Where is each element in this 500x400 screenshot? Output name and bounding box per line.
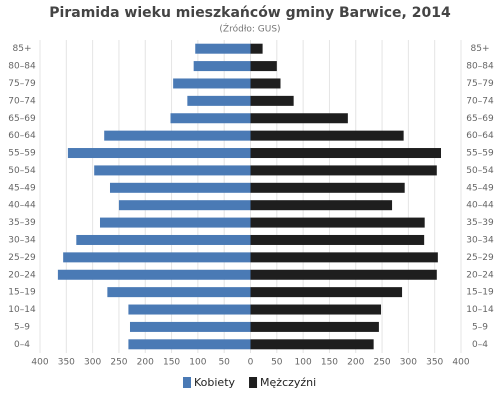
bar [118,200,251,211]
y-tick-label: 10–14 [466,305,494,315]
y-tick-label: 85+ [471,44,490,54]
y-tick-label: 40–44 [466,201,494,211]
bar [250,95,294,106]
bar [250,217,425,228]
bar [250,304,382,315]
y-tick-label: 20–24 [8,270,36,280]
legend-label: Mężczyźni [260,376,316,389]
bar [195,43,251,54]
y-tick-label: 75–79 [8,79,36,89]
x-tick-label: 200 [347,358,364,368]
y-tick-label: 50–54 [466,166,494,176]
y-tick-label: 25–29 [466,253,494,263]
y-tick-label: 60–64 [8,131,36,141]
y-tick-label: 45–49 [8,183,36,193]
bar [250,234,425,245]
bar [57,269,251,280]
y-tick-label: 5–9 [472,322,488,332]
y-tick-label: 40–44 [8,201,36,211]
x-tick-label: 350 [58,358,75,368]
y-tick-label: 80–84 [466,62,494,72]
y-tick-label: 75–79 [466,79,494,89]
y-tick-label: 50–54 [8,166,36,176]
bar [187,95,251,106]
bar [250,321,379,332]
x-tick-label: 350 [426,358,443,368]
bar [250,78,281,89]
bar [107,287,251,298]
y-tick-label: 0–4 [14,340,30,350]
bar [193,61,251,72]
bar [128,339,251,350]
y-tick-label: 55–59 [8,149,36,159]
bar [99,217,251,228]
bar [67,148,251,159]
chart-title: Piramida wieku mieszkańców gminy Barwice… [49,5,451,21]
y-tick-label: 30–34 [8,235,36,245]
bar [250,165,437,176]
y-tick-label: 35–39 [466,218,494,228]
bar [250,43,263,54]
x-tick-label: 250 [373,358,390,368]
x-tick-label: 150 [321,358,338,368]
legend-label: Kobiety [194,376,236,389]
bar [170,113,251,124]
y-tick-label: 15–19 [8,288,36,298]
y-tick-label: 15–19 [466,288,494,298]
bar [250,182,405,193]
y-tick-label: 60–64 [466,131,494,141]
y-tick-label: 5–9 [14,322,30,332]
bar [250,130,404,141]
legend-swatch [183,377,191,388]
bar [128,304,251,315]
y-tick-label: 55–59 [466,149,494,159]
bar [250,287,403,298]
y-tick-label: 20–24 [466,270,494,280]
bar [76,234,251,245]
x-tick-label: 100 [189,358,206,368]
bar [173,78,251,89]
y-tick-label: 0–4 [472,340,488,350]
x-tick-label: 200 [137,358,154,368]
bar [250,200,393,211]
y-tick-label: 65–69 [8,114,36,124]
bar [109,182,251,193]
y-tick-label: 70–74 [8,96,36,106]
y-tick-label: 85+ [13,44,32,54]
y-tick-label: 80–84 [8,62,36,72]
y-tick-label: 30–34 [466,235,494,245]
bar [129,321,251,332]
x-tick-label: 50 [218,358,230,368]
x-tick-label: 400 [452,358,469,368]
bar [250,252,438,263]
bar [250,269,437,280]
y-tick-label: 45–49 [466,183,494,193]
x-tick-label: 300 [84,358,101,368]
x-tick-label: 100 [295,358,312,368]
bar [250,113,348,124]
x-tick-label: 400 [31,358,48,368]
x-tick-label: 300 [400,358,417,368]
bar [250,339,374,350]
y-tick-label: 65–69 [466,114,494,124]
bar [250,148,442,159]
y-tick-label: 70–74 [466,96,494,106]
x-tick-label: 150 [163,358,180,368]
bar [250,61,277,72]
bar [104,130,251,141]
y-tick-label: 25–29 [8,253,36,263]
legend-swatch [249,377,258,388]
x-tick-label: 250 [110,358,127,368]
bar [63,252,251,263]
bar [94,165,251,176]
x-tick-label: 50 [271,358,283,368]
chart-subtitle: (Źródło: GUS) [219,23,280,35]
x-tick-label: 0 [248,358,254,368]
y-tick-label: 10–14 [8,305,36,315]
y-tick-label: 35–39 [8,218,36,228]
